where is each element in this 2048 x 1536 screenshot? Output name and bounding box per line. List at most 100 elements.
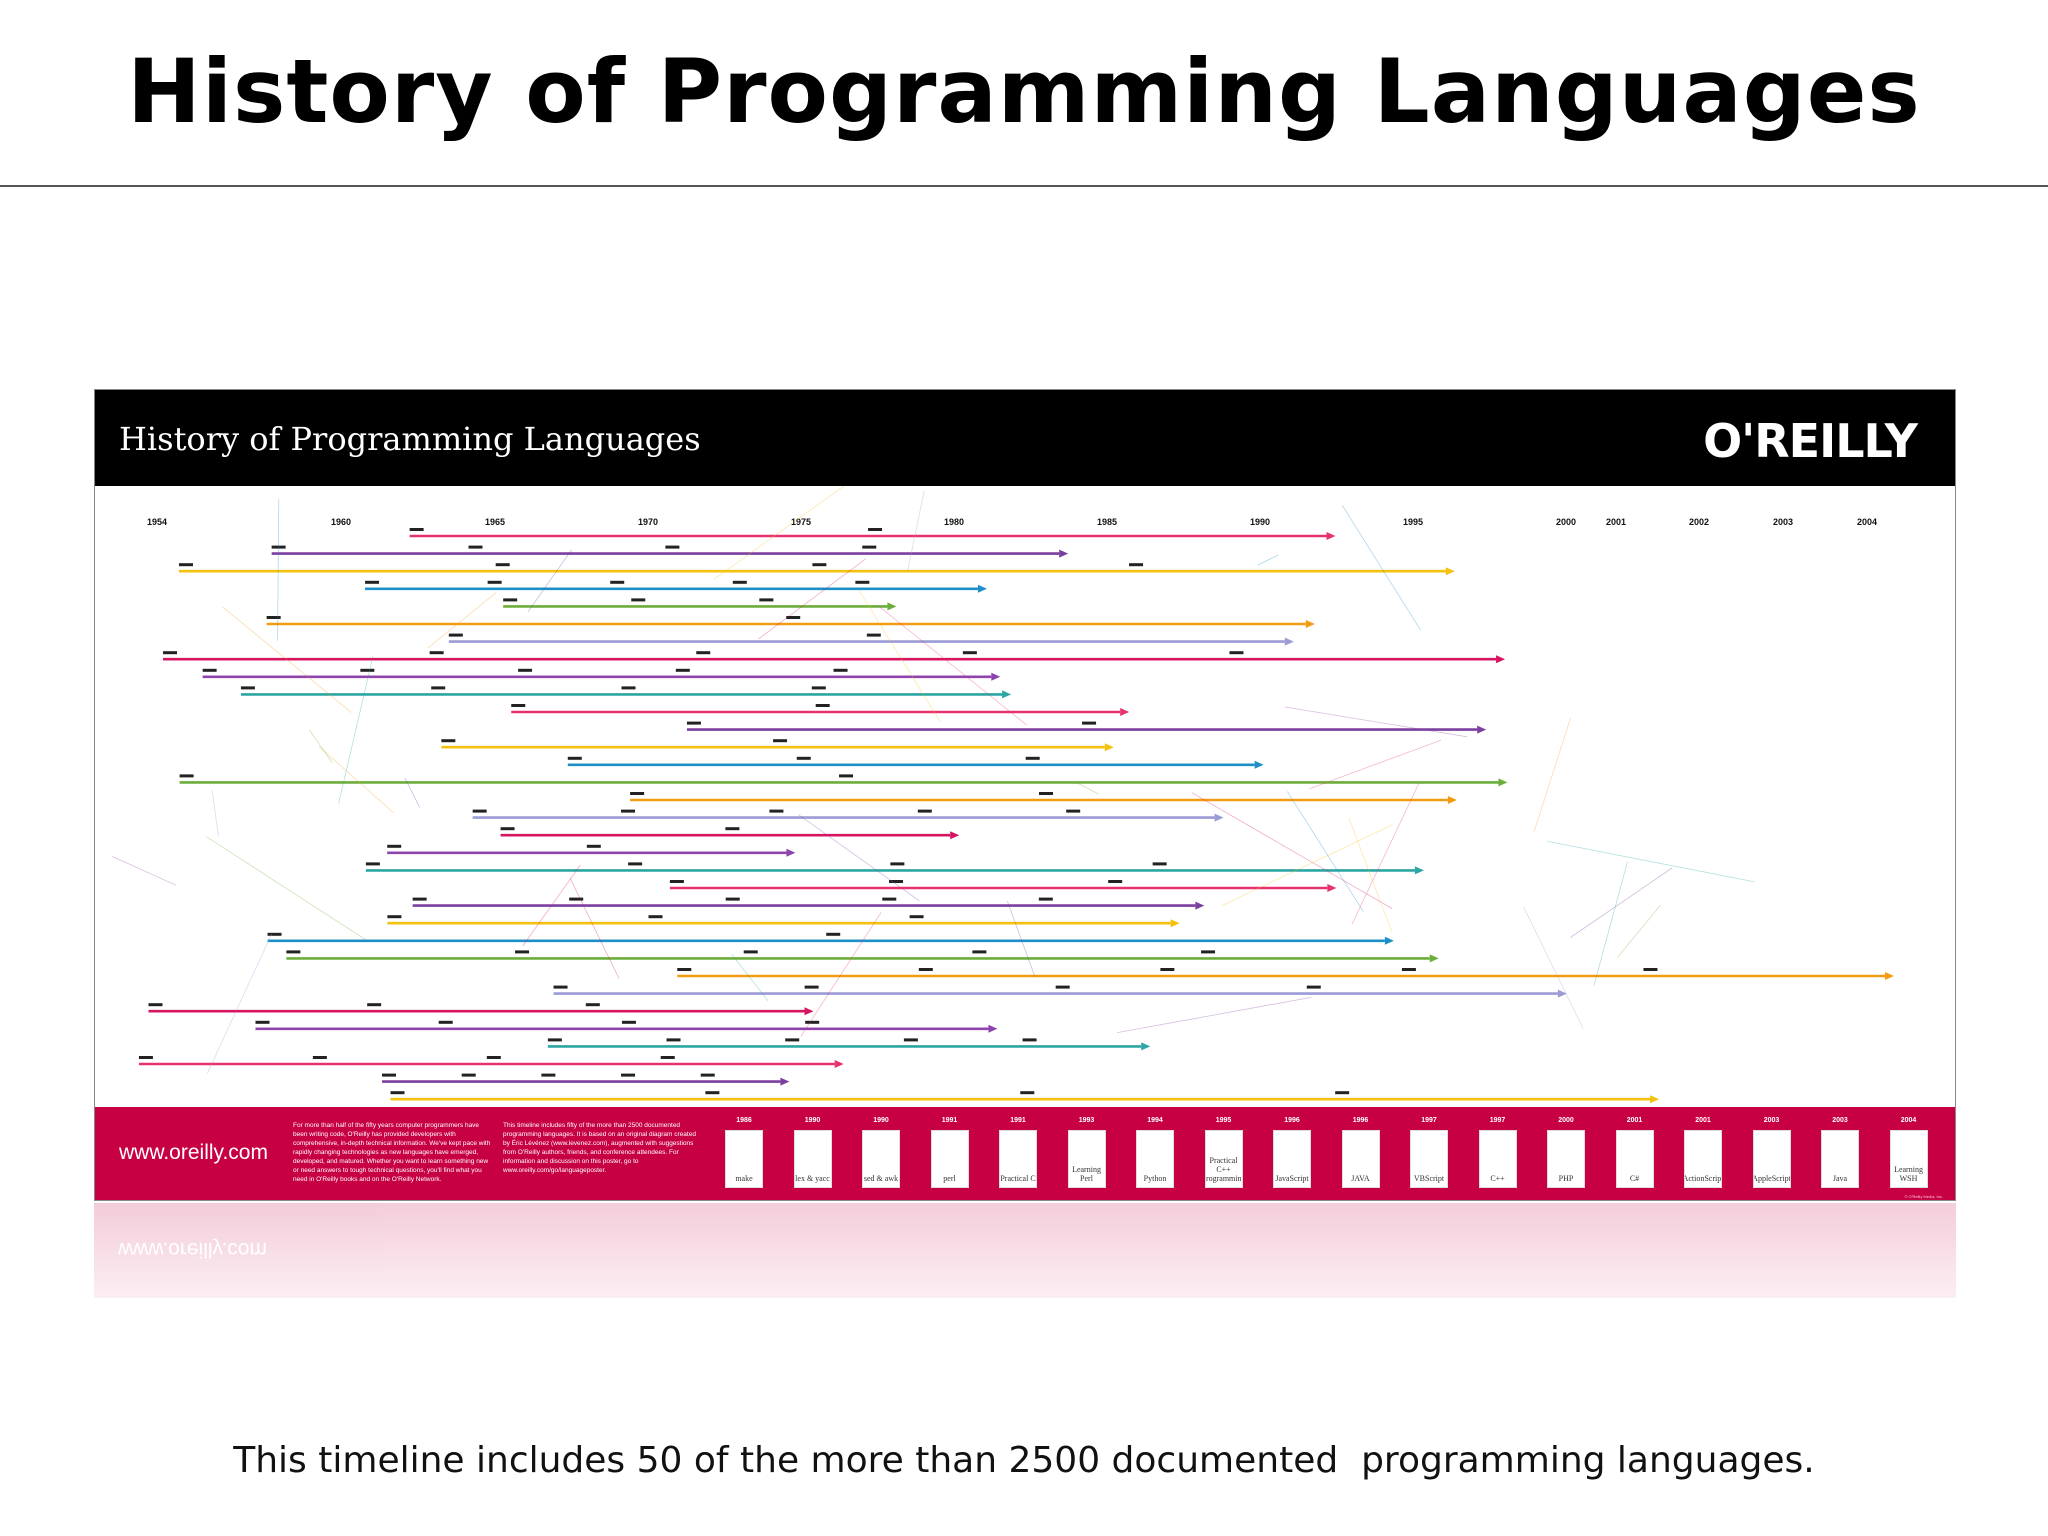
book-cover-item: 2003 Java [1821,1117,1859,1188]
influence-connector [1533,717,1571,832]
timeline-year-label: 1990 [1250,517,1270,527]
influence-connector [222,606,352,713]
influence-connector [1007,901,1036,977]
language-version-marker [240,686,255,690]
language-line-arrow [1002,690,1012,699]
language-version-marker [700,1073,715,1077]
language-line-arrow [1326,532,1336,540]
book-title: JAVA [1351,1174,1370,1183]
language-version-marker [360,668,375,672]
language-line-arrow [887,602,897,611]
language-version-marker [1160,968,1175,971]
influence-connector [1257,554,1279,566]
language-version-marker [1066,809,1081,813]
influence-connector [1116,996,1312,1034]
book-cover-item: 2001 ActionScript [1684,1117,1722,1188]
language-version-marker [677,968,692,971]
language-version-marker [1022,1038,1037,1042]
language-line-arrow [1327,884,1337,892]
timeline-year-label: 1995 [1403,517,1423,527]
language-version-marker [468,545,483,549]
language-line-arrow [950,831,960,840]
book-title: Practical C++ Programming [1205,1156,1242,1183]
book-title: AppleScript [1752,1174,1791,1183]
book-year: 1986 [736,1117,752,1124]
language-line-arrow [1445,567,1455,576]
timeline-year-label: 1985 [1097,517,1117,527]
book-cover: Practical C++ Programming [1204,1130,1243,1188]
language-version-marker [786,616,801,619]
language-version-marker [503,598,518,602]
language-line-arrow [1104,743,1114,752]
influence-connector [800,912,882,1037]
language-line-arrow [1557,989,1567,998]
language-version-marker [541,1073,556,1077]
language-version-marker [648,915,663,919]
footer-url: www.oreilly.com [119,1141,268,1164]
footer-blurb-left: For more than half of the fifty years co… [293,1122,491,1183]
language-version-marker [666,1038,681,1042]
book-cover: Practical C [999,1130,1037,1188]
language-version-marker [866,633,881,637]
language-version-marker [696,651,711,655]
influence-connector [857,589,941,722]
language-version-marker [811,686,826,690]
book-title: Learning Perl [1072,1165,1101,1183]
book-cover-item: 1996 JavaScript [1273,1117,1311,1188]
language-line-arrow [1254,760,1264,769]
language-line-arrow [804,1007,814,1016]
influence-connector [1523,906,1584,1029]
language-version-marker [511,704,526,707]
book-cover-item: 1990 sed & awk [862,1117,900,1188]
language-version-marker [743,950,758,954]
language-version-marker [382,1073,397,1077]
language-version-marker [889,880,904,883]
language-version-marker [1401,968,1416,971]
language-line-arrow [977,584,987,593]
language-version-marker [266,616,281,619]
influence-connector [1284,706,1468,738]
book-cover: Java [1821,1130,1859,1188]
book-cover: Python [1136,1130,1174,1188]
language-version-marker [409,528,424,531]
copyright-text: © O'Reilly Media, Inc. [1904,1194,1943,1199]
language-line-arrow [780,1077,790,1086]
book-title: C# [1629,1174,1640,1183]
language-version-marker [725,827,740,831]
influence-connector [338,656,374,804]
language-version-marker [586,844,601,848]
influence-connector [1593,861,1628,986]
book-cover: Learning WSH [1889,1130,1928,1188]
language-version-marker [862,545,877,549]
language-version-marker [669,880,684,883]
influence-connector [1287,791,1364,912]
title-divider [0,185,2048,187]
timeline-year-label: 2001 [1606,517,1626,527]
language-line-arrow [1477,725,1487,734]
influence-connector [907,490,925,572]
book-cover-item: 1994 Python [1136,1117,1174,1188]
language-version-marker [1025,756,1040,760]
language-version-marker [628,862,643,866]
language-version-marker [826,932,841,936]
poster-header: History of Programming Languages O'REILL… [95,390,1955,486]
language-version-marker [610,580,625,584]
book-cover: sed & awk [862,1130,900,1188]
language-version-marker [665,545,680,549]
book-cover-item: 2001 C# [1615,1117,1654,1188]
timeline-year-label: 1954 [147,517,167,527]
language-version-marker [412,897,427,901]
book-cover: PHP [1547,1130,1585,1188]
language-version-marker [686,721,701,725]
book-cover-item: 1997 VBScript [1410,1117,1448,1188]
language-version-marker [918,968,933,971]
language-version-marker [1038,792,1053,795]
language-line-arrow [1885,972,1894,980]
book-cover: JavaScript [1273,1130,1311,1188]
language-version-marker [1335,1091,1350,1095]
timeline-year-label: 1970 [638,517,658,527]
book-title: ActionScript [1684,1174,1722,1183]
language-version-marker [438,1020,453,1024]
book-cover: VBScript [1410,1130,1448,1188]
footer-blurb-right: This timeline includes fifty of the more… [503,1122,696,1174]
